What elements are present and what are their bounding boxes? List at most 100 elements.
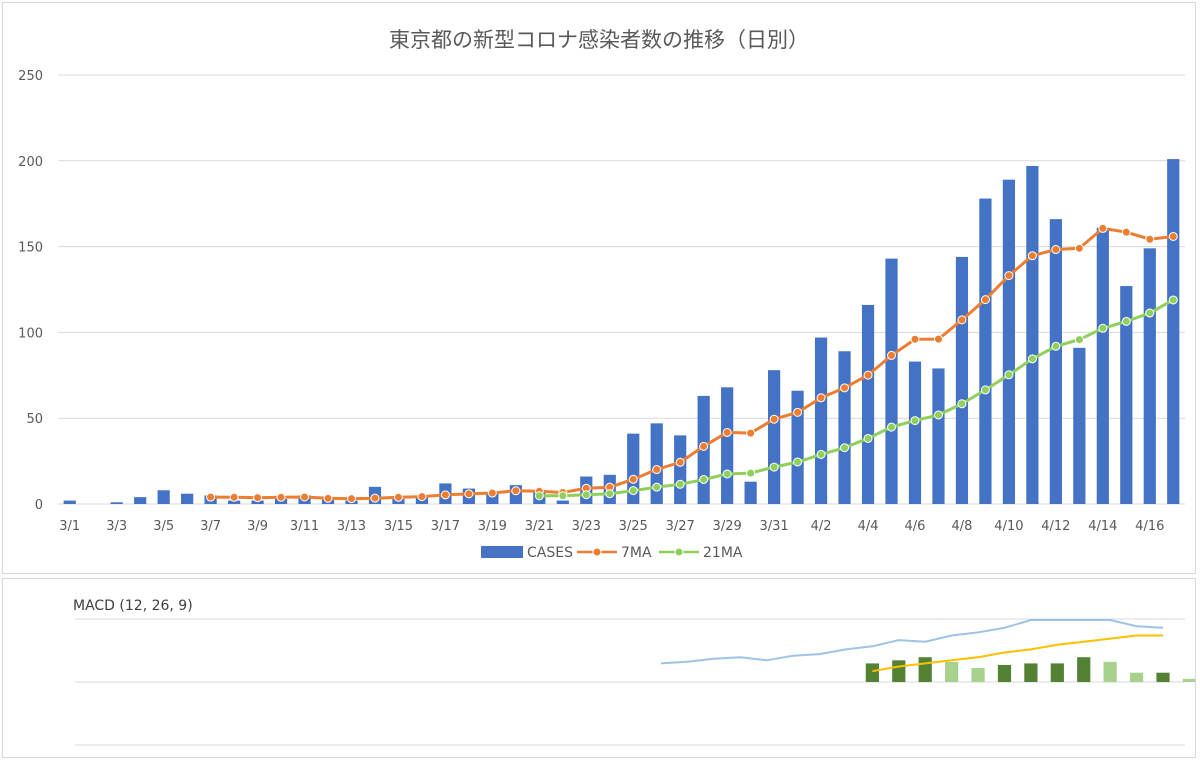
bar-cases <box>650 423 663 504</box>
bar-cases <box>838 351 851 504</box>
x-tick-label: 3/17 <box>431 519 460 534</box>
x-tick-label: 3/21 <box>525 519 554 534</box>
x-tick-label: 4/2 <box>811 519 832 534</box>
point-21ma <box>628 486 638 496</box>
x-tick-label: 3/31 <box>760 519 789 534</box>
legend-swatch-cases <box>481 546 523 558</box>
bar-cases <box>556 500 569 504</box>
bar-cases <box>979 198 992 504</box>
point-7ma <box>300 492 310 502</box>
point-7ma <box>323 493 333 503</box>
point-7ma <box>652 465 662 475</box>
bar-cases <box>181 493 194 504</box>
point-21ma <box>910 416 920 426</box>
chart-title: 東京都の新型コロナ感染者数の推移（日別） <box>389 28 809 52</box>
x-tick-label: 3/15 <box>384 519 413 534</box>
macd-histogram-bar <box>1103 661 1117 682</box>
x-tick-label: 3/19 <box>478 519 507 534</box>
legend: CASES 7MA 21MA <box>481 545 743 561</box>
point-7ma <box>816 393 826 403</box>
bar-cases <box>157 490 170 504</box>
point-21ma <box>769 462 779 472</box>
point-7ma <box>276 492 286 502</box>
x-tick-label: 4/4 <box>858 519 879 534</box>
point-21ma <box>1098 323 1108 333</box>
point-7ma <box>910 334 920 344</box>
x-tick-label: 3/3 <box>106 519 127 534</box>
bar-cases <box>744 481 757 504</box>
x-tick-label: 3/9 <box>247 519 268 534</box>
point-7ma <box>464 489 474 499</box>
point-7ma <box>957 315 967 325</box>
point-21ma <box>534 491 544 501</box>
x-tick-label: 3/5 <box>153 519 174 534</box>
bar-cases <box>627 433 640 504</box>
point-7ma <box>393 492 403 502</box>
x-tick-label: 3/1 <box>59 519 80 534</box>
main-chart-panel: 東京都の新型コロナ感染者数の推移（日別） 0 50 100 150 200 250 3/1… <box>2 2 1196 574</box>
bar-cases <box>721 387 734 504</box>
macd-chart: MACD (12, 26, 9) <box>73 598 1195 746</box>
legend-label-cases: CASES <box>527 545 573 561</box>
bar-cases <box>1096 227 1109 504</box>
bar-cases <box>1167 159 1180 505</box>
point-7ma <box>1121 227 1131 237</box>
point-21ma <box>652 482 662 492</box>
point-7ma <box>722 427 732 437</box>
point-21ma <box>581 490 591 500</box>
point-21ma <box>863 433 873 443</box>
point-7ma <box>628 474 638 484</box>
point-21ma <box>793 457 803 467</box>
point-7ma <box>206 492 216 502</box>
bar-cases <box>674 435 687 504</box>
point-7ma <box>440 490 450 500</box>
y-tick-label: 200 <box>18 155 43 170</box>
point-21ma <box>1121 316 1131 326</box>
x-tick-label: 3/7 <box>200 519 221 534</box>
bar-cases <box>1026 165 1039 504</box>
point-7ma <box>863 370 873 380</box>
point-7ma <box>253 493 263 503</box>
point-21ma <box>722 469 732 479</box>
point-7ma <box>229 492 239 502</box>
bar-cases <box>63 500 76 504</box>
point-21ma <box>746 468 756 478</box>
point-7ma <box>1027 251 1037 261</box>
bar-cases <box>251 500 264 504</box>
bar-cases <box>791 390 804 504</box>
x-tick-label: 4/10 <box>994 519 1023 534</box>
bar-cases <box>227 500 241 504</box>
bar-cases <box>861 304 875 504</box>
point-21ma <box>675 479 685 489</box>
x-tick-label: 4/16 <box>1135 519 1164 534</box>
macd-histogram-bar <box>971 668 985 682</box>
macd-histogram-bar <box>918 657 932 682</box>
x-tick-label: 3/11 <box>290 519 319 534</box>
point-21ma <box>1051 341 1061 351</box>
point-21ma <box>699 474 709 484</box>
bar-cases <box>814 337 828 504</box>
point-21ma <box>816 449 826 459</box>
point-7ma <box>1051 245 1061 255</box>
legend-label-7ma: 7MA <box>621 545 652 561</box>
point-21ma <box>1004 370 1014 380</box>
macd-histogram-bar <box>892 660 906 682</box>
point-21ma <box>1074 335 1084 345</box>
point-21ma <box>980 385 990 395</box>
bar-cases <box>1120 286 1133 504</box>
point-21ma <box>1145 308 1155 318</box>
y-tick-label: 0 <box>35 498 43 513</box>
point-7ma <box>793 407 803 417</box>
y-tick-label: 250 <box>18 69 43 84</box>
x-tick-label: 4/12 <box>1041 519 1070 534</box>
point-7ma <box>675 457 685 467</box>
bar-cases <box>932 368 945 504</box>
point-7ma <box>933 334 943 344</box>
point-7ma <box>370 493 380 503</box>
point-21ma <box>887 422 897 432</box>
bar-cases <box>1073 347 1086 504</box>
legend-marker-21ma <box>674 547 684 557</box>
bar-cases <box>885 258 898 504</box>
x-tick-label: 3/29 <box>713 519 742 534</box>
point-7ma <box>1145 234 1155 244</box>
